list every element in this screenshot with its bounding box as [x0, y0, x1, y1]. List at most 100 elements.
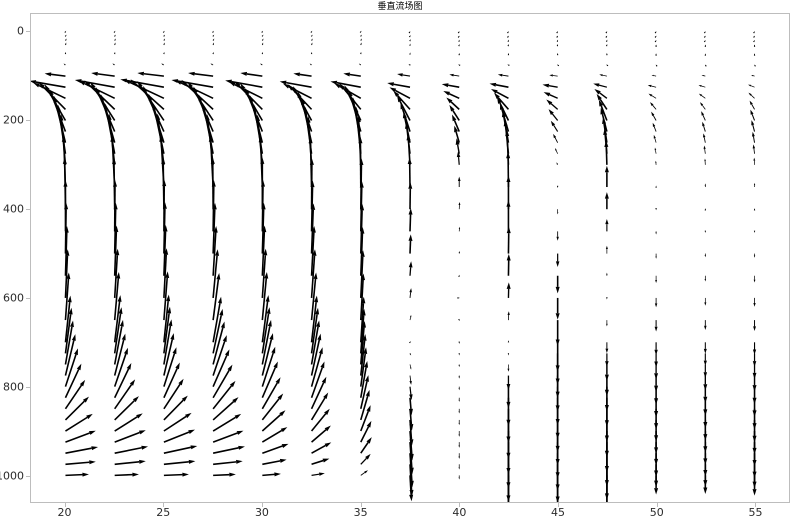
quiver-arrow-head [546, 99, 553, 106]
quiver-arrow-head [749, 100, 753, 105]
quiver-arrow-head [606, 272, 608, 275]
quiver-arrow-head [260, 63, 263, 66]
quiver-arrow-head [655, 53, 657, 56]
quiver-arrow-head [227, 364, 233, 372]
quiver-arrow-head [310, 34, 313, 37]
quiver-arrow-shaft [212, 447, 239, 454]
quiver-arrow-head [265, 295, 270, 302]
quiver-arrow-head [654, 40, 657, 43]
quiver-arrow-head [64, 34, 67, 37]
quiver-arrow-shaft [496, 91, 509, 99]
quiver-arrow-head [458, 274, 460, 278]
quiver-arrow-head [408, 63, 411, 66]
quiver-arrow-shaft [751, 104, 755, 110]
quiver-column [698, 31, 708, 495]
quiver-arrow-head [651, 74, 654, 77]
quiver-arrow-head [271, 346, 276, 354]
quiver-arrow-head [219, 308, 224, 316]
quiver-arrow-head [651, 111, 655, 117]
quiver-arrow-shaft [448, 93, 460, 100]
y-tick-mark [26, 209, 30, 210]
quiver-arrow-head [655, 160, 657, 163]
quiver-arrow-shaft [310, 302, 317, 343]
x-tick-mark [656, 503, 658, 507]
quiver-arrow-head [273, 361, 278, 369]
quiver-arrow-shaft [64, 400, 85, 421]
quiver-arrow-shaft [310, 278, 317, 321]
quiver-arrow-head [210, 157, 215, 164]
quiver-arrow-head [38, 82, 45, 89]
quiver-arrow-head [253, 104, 258, 112]
quiver-arrow-head [100, 94, 105, 102]
quiver-arrow-head [210, 63, 213, 66]
quiver-arrow-head [605, 348, 609, 354]
quiver-arrow-head [188, 429, 195, 434]
x-tick-mark [64, 503, 66, 507]
quiver-arrow-head [458, 399, 460, 402]
quiver-arrow-shaft [336, 81, 361, 88]
quiver-arrow-head [74, 79, 82, 84]
quiver-arrow-shaft [113, 368, 130, 399]
quiver-arrow-head [112, 63, 115, 66]
quiver-arrow-shaft [163, 325, 172, 365]
quiver-arrow-head [71, 334, 76, 341]
quiver-arrow-shaft [359, 279, 364, 321]
quiver-arrow-shaft [703, 125, 706, 132]
quiver-arrow-shaft [409, 292, 412, 298]
quiver-arrow-head [364, 360, 369, 368]
quiver-arrow-head [456, 151, 461, 158]
quiver-arrow-head [107, 113, 112, 121]
x-tick-label: 30 [254, 506, 269, 519]
quiver-arrow-head [594, 88, 601, 95]
quiver-arrow-shaft [212, 341, 226, 376]
quiver-column [593, 31, 609, 502]
quiver-arrow-head [553, 133, 557, 139]
quiver-arrow-head [753, 208, 756, 211]
quiver-arrow-shaft [310, 382, 325, 410]
quiver-arrow-head [593, 83, 600, 87]
quiver-arrow-head [279, 458, 287, 463]
quiver-arrow-head [703, 145, 706, 150]
quiver-arrow-shaft [114, 431, 140, 443]
quiver-arrow-head [603, 128, 608, 135]
quiver-arrow-shaft [212, 302, 221, 343]
y-tick-label: 800 [3, 380, 24, 394]
quiver-arrow-head [751, 75, 754, 77]
quiver-arrow-shaft [360, 472, 366, 476]
quiver-arrow-head [113, 30, 116, 33]
quiver-arrow-head [260, 180, 266, 187]
quiver-arrow-shaft [360, 426, 370, 443]
quiver-arrow-head [215, 249, 220, 256]
quiver-arrow-head [310, 51, 313, 55]
quiver-arrow-head [311, 226, 316, 233]
quiver-arrow-shaft [212, 232, 217, 276]
quiver-arrow-head [748, 84, 752, 87]
quiver-arrow-head [598, 99, 604, 107]
quiver-arrow-shaft [261, 414, 282, 432]
quiver-arrow-shaft [311, 429, 327, 443]
quiver-arrow-head [458, 201, 461, 206]
quiver-arrow-head [364, 470, 368, 474]
quiver-arrow-head [366, 405, 371, 412]
quiver-arrow-shaft [262, 460, 281, 466]
quiver-arrow-head [507, 311, 510, 316]
quiver-arrow-head [650, 102, 654, 106]
quiver-arrow-head [753, 279, 756, 283]
quiver-arrow-shaft [299, 73, 312, 77]
quiver-arrow-head [360, 250, 365, 257]
quiver-arrow-head [457, 35, 460, 38]
quiver-arrow-head [505, 129, 510, 137]
quiver-arrow-head [293, 72, 301, 77]
quiver-arrow-head [279, 410, 286, 417]
quiver-arrow-head [555, 313, 560, 320]
quiver-arrow-shaft [704, 148, 706, 154]
quiver-arrow-head [652, 122, 656, 127]
quiver-arrow-head [359, 158, 364, 165]
quiver-arrow-head [753, 53, 756, 56]
quiver-arrow-head [363, 347, 368, 354]
quiver-arrow-head [366, 420, 372, 428]
chart-title: 垂直流场图 [377, 2, 423, 12]
quiver-arrow-head [354, 106, 359, 113]
quiver-arrow-head [281, 443, 289, 448]
quiver-arrow-shaft [261, 398, 280, 421]
